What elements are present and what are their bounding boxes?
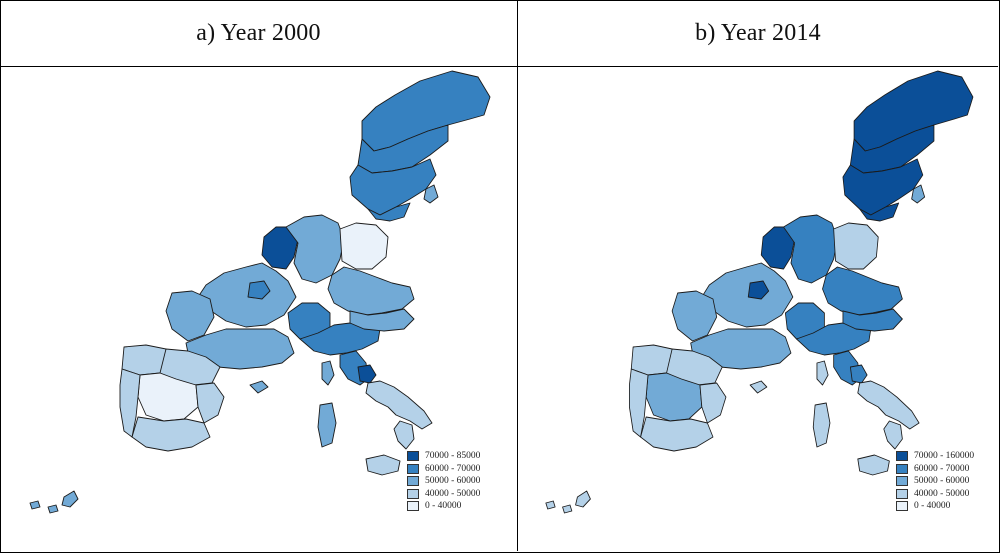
legend-item: 0 - 40000: [407, 500, 480, 512]
region-iberia-east: [699, 382, 727, 424]
region-balearic: [749, 380, 768, 394]
panel-title-row: a) Year 2000: [0, 0, 517, 67]
legend-item: 70000 - 160000: [896, 450, 974, 462]
legend-label: 70000 - 85000: [425, 451, 481, 461]
legend-label: 70000 - 160000: [914, 451, 975, 461]
legend-item: 60000 - 70000: [407, 463, 480, 475]
region-austria: [842, 308, 903, 332]
region-italy-south: [857, 380, 920, 430]
map-container: [0, 67, 517, 556]
region-canary: [545, 490, 591, 514]
legend-label: 0 - 40000: [425, 501, 462, 511]
region-portugal: [628, 368, 649, 438]
region-iberia-east: [195, 382, 225, 424]
region-germany-south: [822, 266, 903, 316]
region-sweden-south: [349, 158, 437, 216]
map-legend: 70000 - 160000 60000 - 70000 50000 - 600…: [896, 450, 974, 513]
map-legend: 70000 - 85000 60000 - 70000 50000 - 6000…: [407, 450, 480, 513]
region-paris: [247, 280, 271, 300]
region-north-italy: [299, 322, 381, 356]
legend-item: 50000 - 60000: [407, 475, 480, 487]
panel-title-row: b) Year 2014: [518, 0, 998, 67]
legend-label: 60000 - 70000: [425, 463, 481, 474]
region-calabria: [883, 420, 903, 450]
region-france-west: [165, 290, 215, 342]
region-sicily: [857, 454, 890, 476]
region-france-west: [671, 290, 718, 342]
region-iberia-center: [137, 372, 199, 422]
region-balearic: [249, 380, 269, 394]
region-germany-east: [339, 222, 389, 270]
region-lazio: [357, 364, 377, 384]
legend-label: 60000 - 70000: [914, 463, 970, 474]
legend-swatch: [407, 488, 419, 499]
panel-title: a) Year 2000: [196, 19, 321, 46]
region-iberia-center: [645, 372, 703, 422]
region-corsica: [816, 360, 829, 386]
map-container: [518, 67, 998, 556]
region-austria: [349, 308, 415, 332]
region-germany-west: [285, 214, 345, 284]
choropleth-map: [29, 70, 491, 514]
region-paris: [747, 280, 770, 300]
legend-label: 40000 - 50000: [914, 488, 970, 499]
region-lazio: [849, 364, 868, 384]
legend-item: 40000 - 50000: [896, 488, 974, 500]
legend-item: 40000 - 50000: [407, 488, 480, 500]
legend-swatch: [407, 463, 419, 474]
legend-swatch: [896, 488, 908, 499]
legend-item: 60000 - 70000: [896, 463, 974, 475]
legend-item: 70000 - 85000: [407, 450, 480, 462]
region-corsica: [321, 360, 335, 386]
panel-year-2000: a) Year 2000 70000 - 85000 60000 - 70000…: [0, 0, 518, 551]
region-calabria: [393, 420, 415, 450]
region-north-italy: [796, 322, 872, 356]
legend-swatch: [407, 501, 419, 511]
region-sardinia: [812, 402, 831, 448]
region-benelux: [261, 226, 299, 270]
legend-label: 50000 - 60000: [914, 476, 970, 486]
region-iberia-south: [640, 416, 714, 452]
panel-year-2014: b) Year 2014 70000 - 160000 60000 - 7000…: [518, 0, 998, 551]
region-sweden-south: [842, 158, 924, 216]
region-iberia-south: [131, 416, 211, 452]
region-canary: [29, 490, 79, 514]
region-portugal: [119, 368, 141, 438]
region-sicily: [365, 454, 401, 476]
legend-swatch: [407, 451, 419, 461]
legend-swatch: [896, 476, 908, 486]
legend-swatch: [896, 451, 908, 461]
region-sweden-southwest: [367, 202, 411, 222]
region-germany-west: [783, 214, 838, 284]
legend-label: 0 - 40000: [914, 501, 951, 511]
choropleth-map: [545, 70, 974, 514]
region-italy-south: [365, 380, 433, 430]
region-sardinia: [317, 402, 337, 448]
legend-item: 50000 - 60000: [896, 475, 974, 487]
region-gotland: [911, 184, 926, 204]
region-benelux: [760, 226, 796, 270]
region-sweden-southwest: [859, 202, 900, 222]
legend-label: 40000 - 50000: [425, 488, 481, 499]
region-germany-south: [327, 266, 415, 316]
panel-title: b) Year 2014: [695, 19, 821, 46]
legend-swatch: [407, 476, 419, 486]
region-germany-east: [833, 222, 879, 270]
region-gotland: [423, 184, 439, 204]
legend-swatch: [896, 501, 908, 511]
legend-swatch: [896, 463, 908, 474]
legend-item: 0 - 40000: [896, 500, 974, 512]
legend-label: 50000 - 60000: [425, 476, 481, 486]
